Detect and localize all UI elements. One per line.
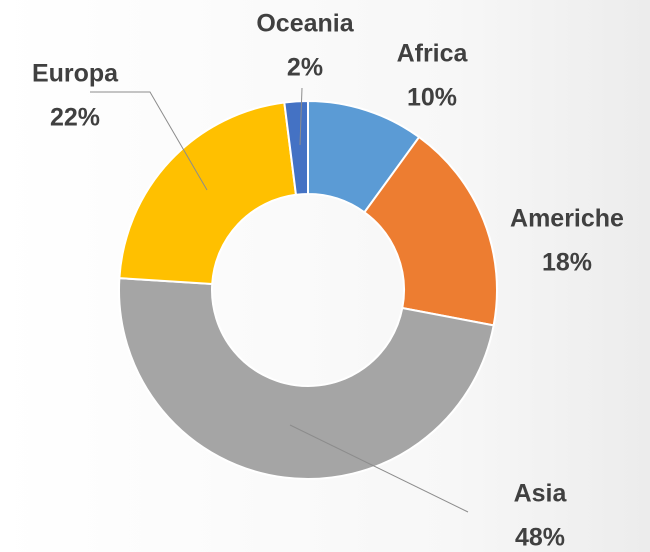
value-label: 22%	[50, 104, 100, 132]
donut	[118, 99, 498, 480]
donut-slice	[118, 277, 495, 480]
leader-line	[90, 91, 208, 191]
donut-slice	[283, 99, 309, 196]
leader-line	[299, 87, 303, 146]
category-label: Americhe	[510, 205, 624, 233]
category-label: Oceania	[256, 10, 354, 38]
value-label: 10%	[407, 84, 457, 112]
value-label: 18%	[542, 249, 592, 277]
donut-slice	[118, 101, 298, 286]
category-label: Asia	[514, 480, 568, 508]
value-label: 2%	[287, 54, 323, 82]
value-label: 48%	[515, 524, 565, 552]
leader-line	[289, 424, 469, 513]
category-label: Africa	[397, 40, 469, 68]
donut-slice	[363, 135, 498, 327]
category-label: Europa	[32, 60, 119, 88]
